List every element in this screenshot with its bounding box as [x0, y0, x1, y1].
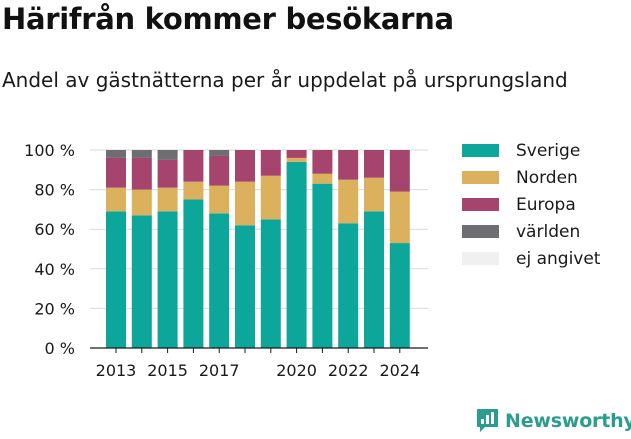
bar-segment [286, 161, 307, 348]
bar-segment [106, 157, 126, 188]
y-tick-label: 40 % [34, 260, 75, 279]
x-tick-label: 2017 [199, 361, 240, 380]
bar-segment [338, 223, 359, 348]
bar-segment [364, 150, 384, 178]
legend-swatch [462, 225, 499, 238]
bar-segment [260, 219, 281, 348]
bar-segment [364, 211, 384, 348]
legend-item: världen [462, 218, 627, 245]
chart-title: Härifrån kommer besökarna [2, 2, 454, 36]
bar-segment [106, 211, 126, 348]
legend-swatch [462, 171, 499, 184]
bar-segment [209, 185, 230, 214]
y-tick-label: 80 % [34, 181, 75, 200]
bar-segment [106, 150, 126, 158]
legend-swatch [462, 198, 499, 211]
bar-segment [260, 175, 281, 220]
y-tick-label: 100 % [24, 141, 75, 160]
bar-segment [131, 215, 152, 348]
x-tick-label: 2020 [276, 361, 317, 380]
bar-segment [131, 150, 152, 158]
newsworthy-icon [477, 409, 498, 432]
bar-segment [183, 150, 204, 182]
bar-segment [338, 150, 359, 180]
x-tick-label: 2022 [328, 361, 369, 380]
bar-segment [235, 225, 255, 348]
bar-segment [286, 150, 307, 158]
bar-segment [183, 199, 204, 348]
bar-segment [209, 150, 230, 156]
bar-segment [312, 173, 333, 184]
bar-segment [312, 183, 333, 348]
bar-segment [286, 157, 307, 162]
bar-segment [157, 211, 178, 348]
x-tick-label: 2013 [96, 361, 137, 380]
y-tick-label: 20 % [34, 299, 75, 318]
bar-segment [312, 150, 333, 174]
bar-segment [131, 157, 152, 190]
legend-label: Europa [516, 194, 576, 215]
legend: Sverige Norden Europa världen ej angivet [462, 137, 627, 272]
legend-item: ej angivet [462, 245, 627, 272]
bar-segment [235, 181, 255, 226]
bar-segment [389, 191, 410, 244]
legend-label: Norden [516, 167, 578, 188]
brand-logo: Newsworthy [476, 408, 631, 433]
legend-item: Norden [462, 164, 627, 191]
x-tick-label: 2024 [379, 361, 420, 380]
legend-swatch [462, 144, 499, 157]
bar-segment [183, 181, 204, 200]
bar-segment [157, 187, 178, 212]
chart-subtitle: Andel av gästnätterna per år uppdelat på… [2, 68, 568, 92]
x-tick-label: 2015 [147, 361, 188, 380]
bar-segment [389, 243, 410, 348]
legend-swatch [462, 252, 499, 265]
legend-item: Europa [462, 191, 627, 218]
bar-segment [157, 159, 178, 188]
bar-segment [235, 150, 255, 182]
bar-segment [209, 155, 230, 186]
brand-name: Newsworthy [505, 409, 631, 432]
legend-label: Sverige [516, 140, 581, 161]
bar-segment [106, 187, 126, 212]
legend-label: världen [516, 221, 581, 242]
legend-label: ej angivet [516, 248, 601, 269]
bar-segment [364, 177, 384, 212]
bar-segment [209, 213, 230, 348]
legend-item: Sverige [462, 137, 627, 164]
bar-segment [389, 150, 410, 192]
bar-segment [131, 189, 152, 216]
bar-segment [157, 150, 178, 160]
bar-segment [338, 179, 359, 224]
bar-segment [260, 150, 281, 176]
y-tick-label: 60 % [34, 220, 75, 239]
y-tick-label: 0 % [45, 339, 75, 358]
